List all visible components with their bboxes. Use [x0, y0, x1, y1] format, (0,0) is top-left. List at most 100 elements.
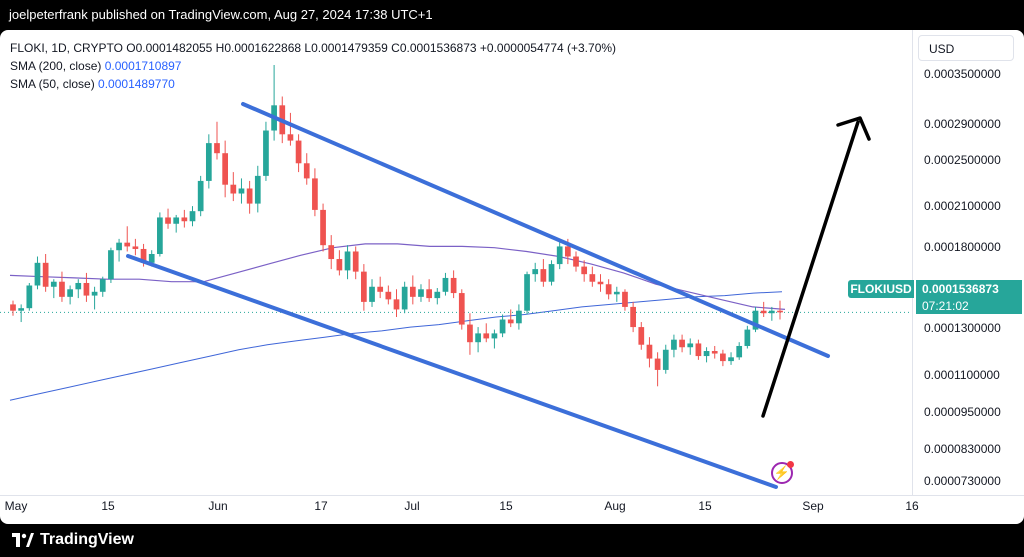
y-tick-label: 0.0001100000 [924, 368, 1000, 382]
ohlc-row: FLOKI, 1D, CRYPTO O0.0001482055 H0.00016… [10, 41, 617, 55]
y-tick-label: 0.0000830000 [924, 442, 1001, 456]
candle-body [26, 285, 33, 309]
candle-body [369, 286, 375, 302]
x-tick-label: Aug [604, 499, 625, 513]
candle-body [752, 310, 759, 330]
candle-body [312, 178, 318, 210]
time-axis-divider [0, 495, 1024, 496]
candle-body [10, 304, 16, 311]
candle-body [377, 286, 384, 292]
candle-body [246, 188, 253, 204]
candle-body [768, 310, 775, 314]
candle-body [589, 274, 596, 282]
y-tick-label: 0.0002100000 [924, 199, 1001, 213]
candle-body [434, 291, 441, 299]
sma200-value: 0.0001710897 [104, 59, 182, 73]
candle-body [124, 242, 131, 247]
candle-body [165, 217, 171, 224]
candle-body [499, 319, 506, 334]
candle-body [687, 343, 694, 348]
sma200-line [9, 291, 783, 401]
candle-body [442, 277, 449, 292]
sma50-label: SMA (50, close) [10, 77, 95, 91]
tradingview-icon [12, 533, 34, 547]
candle-body [426, 289, 432, 299]
candle-body [328, 245, 335, 260]
candle-body [409, 286, 416, 297]
candle-body [662, 349, 669, 370]
y-tick-label: 0.0002500000 [924, 153, 1001, 167]
x-tick-label: May [5, 499, 28, 513]
candle-body [777, 310, 783, 313]
candle-body [728, 357, 734, 362]
candle-body [75, 282, 82, 290]
candle-body [336, 259, 343, 271]
candle-body [157, 217, 163, 254]
candle-body [450, 277, 457, 294]
sma50-row: SMA (50, close) 0.0001489770 [10, 75, 616, 93]
candle-body [254, 175, 261, 204]
x-tick-label: 15 [698, 499, 712, 513]
currency-button[interactable]: USD [918, 35, 1014, 61]
publisher-text: joelpeterfrank published on TradingView.… [9, 7, 433, 22]
candle-body [540, 269, 547, 282]
y-tick-label: 0.0001300000 [924, 321, 1001, 335]
candle-body [189, 211, 196, 222]
x-tick-label: Sep [802, 499, 824, 513]
candle-body [467, 324, 473, 343]
brand-name: TradingView [40, 531, 134, 548]
upper-trendline [241, 102, 830, 358]
candle-body [556, 246, 563, 265]
candle-body [83, 282, 90, 296]
candle-body [507, 319, 514, 324]
candle-body [613, 291, 620, 295]
flash-icon[interactable]: ⚡ [771, 461, 794, 484]
candle-body [238, 188, 245, 194]
candle-body [605, 284, 612, 295]
candle-body [140, 248, 147, 263]
candle-body [132, 246, 139, 249]
price-chart[interactable]: 0.0003500000 0.0002900000 0.0002500000 0.00… [0, 30, 1024, 524]
candle-body [173, 217, 180, 224]
tradingview-logo[interactable]: TradingView [12, 531, 134, 549]
price-axis-divider [912, 30, 913, 495]
symbol-label: FLOKIUSD [848, 280, 914, 298]
candle-body [597, 281, 604, 285]
candle-body [344, 251, 351, 271]
candle-body [532, 269, 539, 275]
candle-body [181, 217, 188, 222]
candle-body [475, 333, 481, 343]
candle-body [230, 184, 237, 194]
x-tick-label: 17 [314, 499, 328, 513]
candle-body [679, 339, 685, 348]
forecast-arrow-head [836, 116, 871, 141]
candle-body [638, 327, 645, 345]
candle-body [287, 134, 294, 141]
candle-body [385, 291, 392, 300]
candle-body [320, 209, 326, 246]
bar-countdown: 07:21:02 [916, 298, 1022, 314]
candle-body [703, 351, 710, 357]
candle-body [695, 343, 702, 357]
candle-body [622, 291, 628, 307]
candle-body [581, 266, 588, 275]
candle-body [263, 130, 269, 176]
candle-body [91, 291, 98, 296]
x-tick-label: 15 [499, 499, 513, 513]
y-tick-label: 0.0003500000 [924, 67, 1001, 81]
chart-legend: FLOKI, 1D, CRYPTO O0.0001482055 H0.00016… [10, 39, 616, 93]
chart-panel[interactable]: 0.0003500000 0.0002900000 0.0002500000 0.00… [0, 30, 1024, 524]
candle-body [744, 329, 751, 346]
forecast-arrow-shaft [761, 120, 860, 418]
candle-body [736, 345, 743, 358]
candle-body [303, 163, 310, 179]
candle-body [197, 180, 204, 212]
candle-body [671, 339, 677, 350]
candle-body [646, 344, 653, 359]
candle-body [720, 353, 726, 362]
candle-body [573, 256, 579, 267]
candle-body [418, 289, 424, 297]
candle-body [59, 281, 65, 297]
candle-body [524, 274, 530, 311]
candle-body [148, 254, 155, 263]
